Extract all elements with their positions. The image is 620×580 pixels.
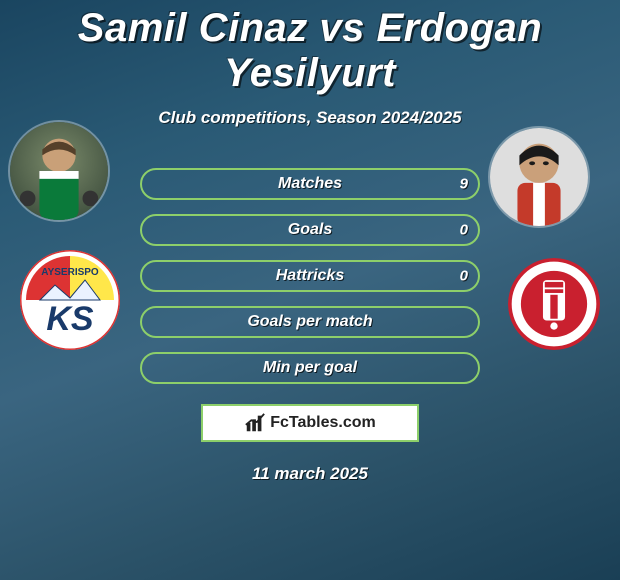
stat-right-value: 0 [460, 222, 468, 239]
stats-list: Matches 9 Goals 0 Hattricks 0 Goals per … [140, 168, 480, 384]
player-right-avatar [488, 126, 590, 228]
brand-text: FcTables.com [270, 414, 376, 432]
stat-label: Goals [288, 221, 332, 239]
subtitle: Club competitions, Season 2024/2025 [0, 108, 620, 128]
svg-text:AYSERISPO: AYSERISPO [41, 267, 99, 278]
stat-row: Goals per match [140, 306, 480, 338]
stat-row: Goals 0 [140, 214, 480, 246]
stat-row: Min per goal [140, 352, 480, 384]
brand-box: FcTables.com [201, 404, 419, 442]
stat-label: Min per goal [263, 359, 357, 377]
stat-row: Matches 9 [140, 168, 480, 200]
svg-text:KS: KS [46, 300, 94, 338]
stat-right-value: 9 [460, 176, 468, 193]
stat-label: Matches [278, 175, 342, 193]
stat-row: Hattricks 0 [140, 260, 480, 292]
player-left-avatar [8, 120, 110, 222]
page-title: Samil Cinaz vs Erdogan Yesilyurt [0, 0, 620, 96]
club-left-badge: AYSERISPO KS [20, 250, 120, 350]
club-right-badge [508, 258, 600, 350]
stat-label: Hattricks [276, 267, 344, 285]
stat-right-value: 0 [460, 268, 468, 285]
chart-icon [244, 412, 266, 434]
stat-label: Goals per match [247, 313, 372, 331]
date-label: 11 march 2025 [0, 464, 620, 484]
